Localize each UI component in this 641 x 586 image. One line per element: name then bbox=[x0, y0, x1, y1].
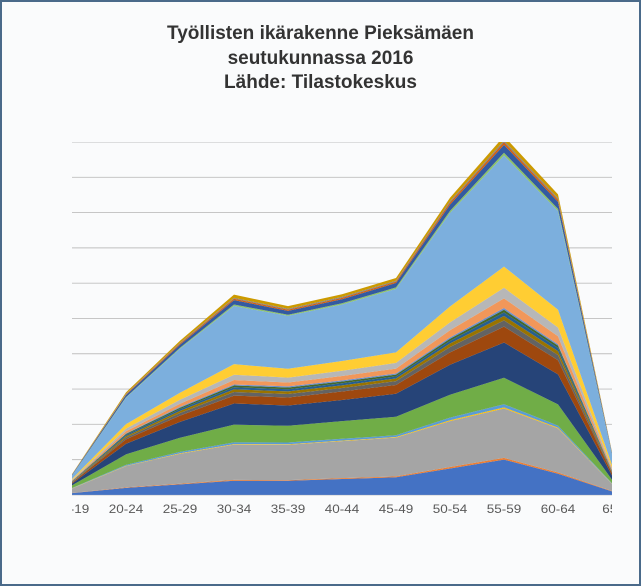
title-line-1: Työllisten ikärakenne Pieksämäen bbox=[2, 22, 639, 47]
chart-plot: 0200400600800100012001400160018002000 18… bbox=[72, 142, 612, 527]
svg-text:25-29: 25-29 bbox=[163, 502, 198, 516]
svg-text:40-44: 40-44 bbox=[325, 502, 360, 516]
svg-text:65-: 65- bbox=[602, 502, 612, 516]
chart-title: Työllisten ikärakenne Pieksämäen seutuku… bbox=[2, 2, 639, 96]
title-line-2: seutukunnassa 2016 bbox=[2, 47, 639, 72]
chart-container: Työllisten ikärakenne Pieksämäen seutuku… bbox=[0, 0, 641, 586]
svg-text:55-59: 55-59 bbox=[487, 502, 522, 516]
x-axis-labels: 18-19 20-24 25-29 30-34 35-39 40-44 45-49 50-54… bbox=[72, 502, 612, 516]
svg-text:20-24: 20-24 bbox=[109, 502, 144, 516]
svg-text:45-49: 45-49 bbox=[379, 502, 414, 516]
title-line-3: Lähde: Tilastokeskus bbox=[2, 71, 639, 96]
svg-text:35-39: 35-39 bbox=[271, 502, 306, 516]
svg-text:50-54: 50-54 bbox=[433, 502, 468, 516]
svg-text:60-64: 60-64 bbox=[541, 502, 576, 516]
svg-text:18-19: 18-19 bbox=[72, 502, 89, 516]
svg-text:30-34: 30-34 bbox=[217, 502, 252, 516]
